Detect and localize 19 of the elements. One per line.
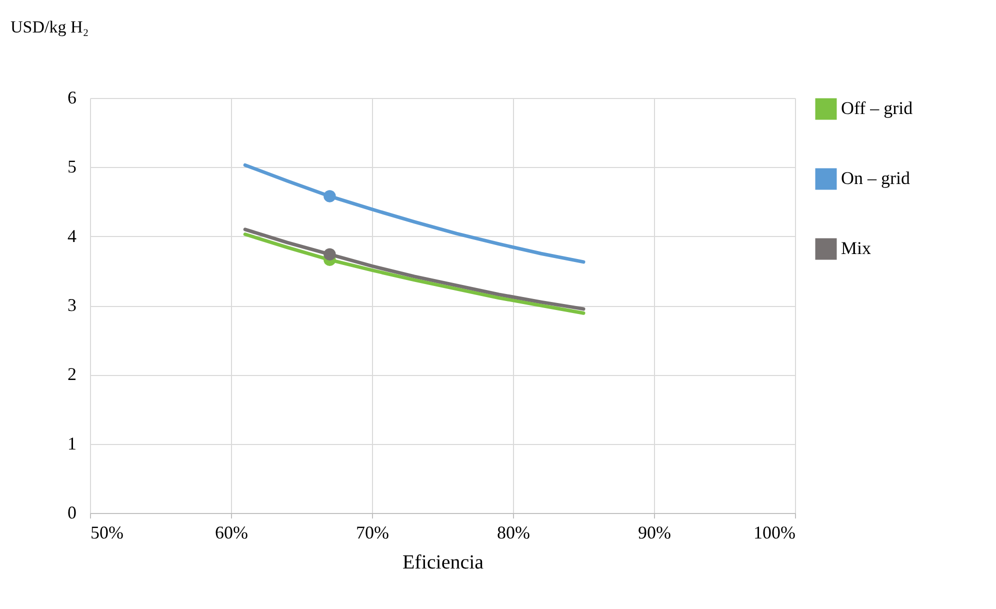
y-tick-label: 4 xyxy=(68,226,76,246)
y-tick-label: 3 xyxy=(68,295,76,315)
x-tick-label: 70% xyxy=(356,522,389,542)
x-tick-label: 60% xyxy=(215,522,248,542)
legend-label: Off – grid xyxy=(841,98,913,118)
y-axis-title: USD/kg H₂ xyxy=(10,18,89,36)
legend-label: On – grid xyxy=(841,168,910,188)
x-tick-label: 100% xyxy=(754,522,796,542)
x-axis-title: Eficiencia xyxy=(402,552,484,574)
x-tick-label: 80% xyxy=(497,522,530,542)
x-tick-label: 90% xyxy=(638,522,671,542)
line-series xyxy=(243,163,586,264)
y-tick-label: 5 xyxy=(68,156,76,177)
y-tick-label: 2 xyxy=(68,364,76,384)
y-tick-label: 6 xyxy=(68,88,76,108)
y-tick-label: 0 xyxy=(68,502,76,522)
y-tick-label: 1 xyxy=(68,433,76,454)
legend-label: Mix xyxy=(841,238,872,258)
x-tick-label: 50% xyxy=(90,522,124,542)
